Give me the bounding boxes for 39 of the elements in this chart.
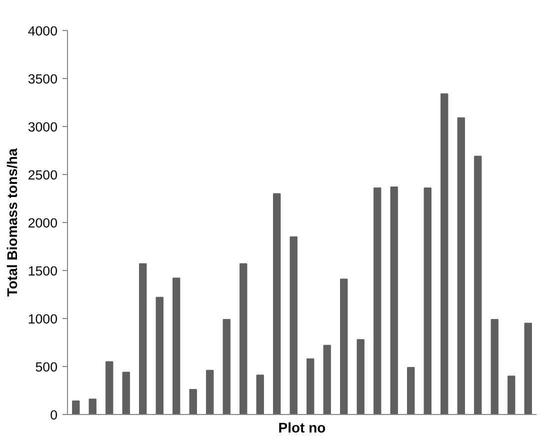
bar [172, 278, 180, 414]
bar [106, 361, 114, 414]
bar [256, 374, 264, 414]
bar [374, 187, 382, 414]
y-tick-label: 1000 [28, 312, 58, 326]
bar [340, 278, 348, 414]
bar [222, 318, 230, 414]
bar [139, 263, 147, 414]
bar [72, 400, 80, 414]
bar [474, 156, 482, 414]
bar [524, 322, 532, 414]
bar [508, 376, 516, 414]
bar [356, 339, 364, 414]
y-tick-label: 2500 [28, 168, 58, 182]
bar [88, 398, 96, 414]
bar [122, 372, 130, 414]
y-tick-label: 4000 [28, 24, 58, 38]
bar [407, 366, 415, 414]
bar [206, 370, 214, 414]
bar [424, 187, 432, 414]
x-axis-title: Plot no [278, 420, 326, 436]
bar [323, 344, 331, 414]
y-tick-label: 2000 [28, 216, 58, 230]
bar [156, 296, 164, 414]
bar [189, 389, 197, 414]
y-tick-label: 0 [50, 408, 58, 422]
bar [273, 193, 281, 414]
y-tick-label: 500 [35, 360, 58, 374]
bar [240, 263, 248, 414]
bar [457, 117, 465, 414]
bar [306, 358, 314, 414]
bar [490, 318, 498, 414]
bar [290, 236, 298, 414]
y-axis-title: Total Biomass tons/ha [4, 148, 20, 297]
y-tick-label: 3500 [28, 72, 58, 86]
bar [440, 93, 448, 414]
bar [390, 186, 398, 414]
y-tick-label: 3000 [28, 120, 58, 134]
y-tick-label: 1500 [28, 264, 58, 278]
